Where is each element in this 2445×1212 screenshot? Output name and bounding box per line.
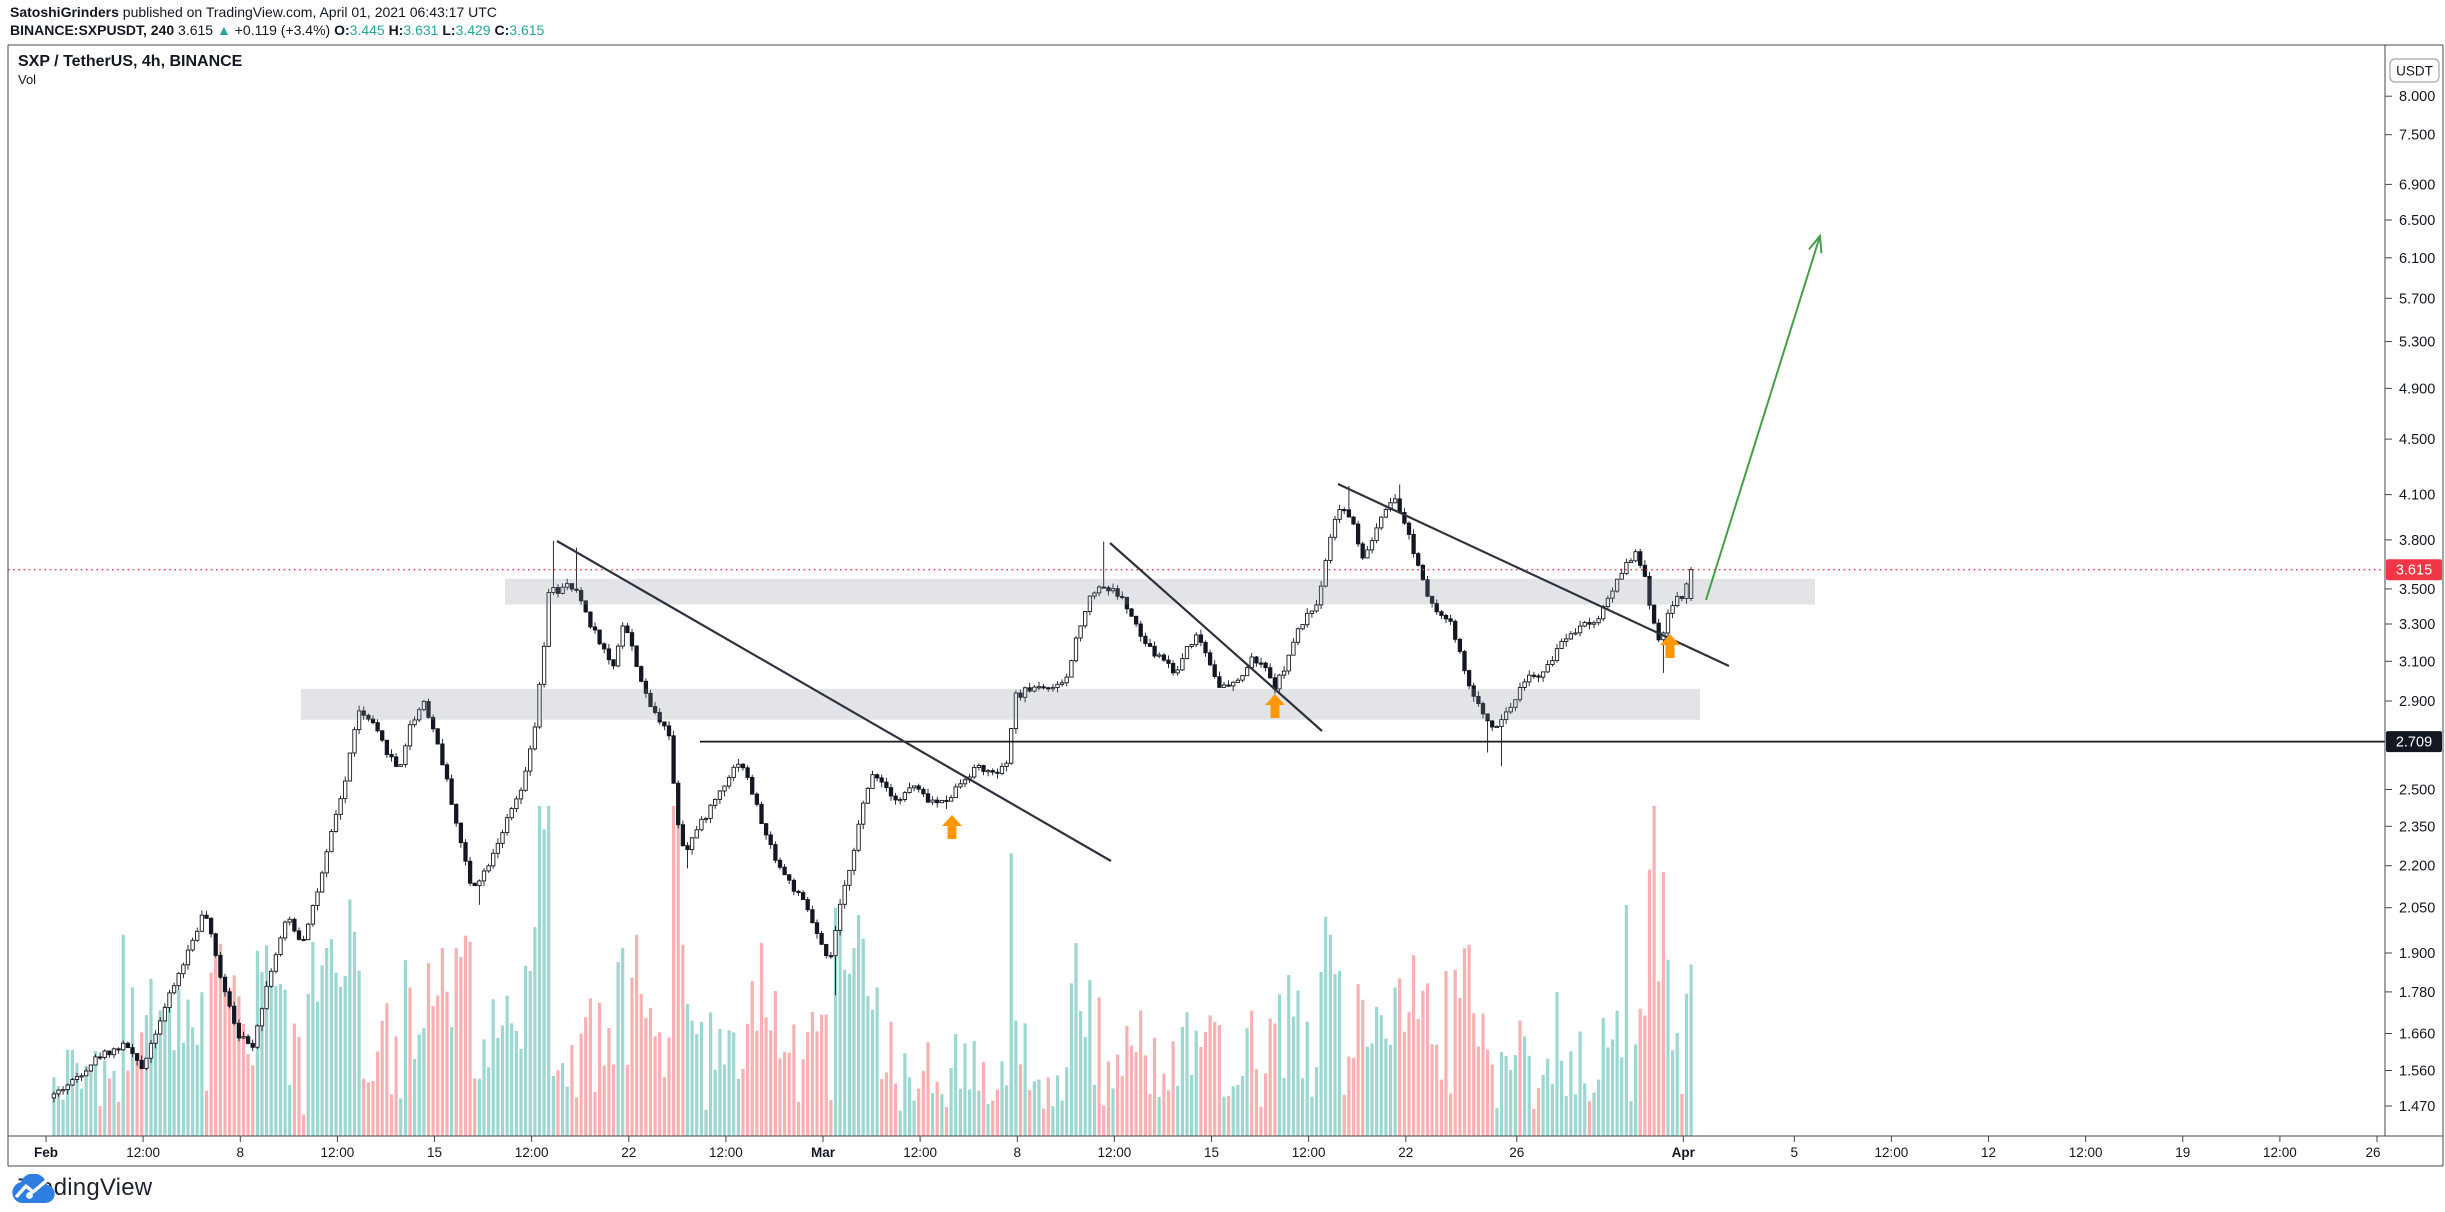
svg-text:12:00: 12:00 [1875,1145,1909,1160]
svg-text:22: 22 [1398,1145,1413,1160]
supply-zones[interactable] [301,578,1815,720]
publish-info: published on TradingView.com, April 01, … [118,4,497,20]
tradingview-brand[interactable]: TradingView [10,1174,152,1204]
high-label: H: [388,22,404,38]
svg-text:4.900: 4.900 [2399,381,2435,397]
publish-header: SatoshiGrinders published on TradingView… [10,4,497,21]
candlesticks [51,484,1694,1103]
svg-text:5.700: 5.700 [2399,291,2435,307]
up-arrow-icon: ▲ [216,22,231,38]
svg-text:15: 15 [427,1145,442,1160]
symbol-info-line: BINANCE:SXPUSDT, 240 3.615 ▲ +0.119 (+3.… [10,22,544,39]
svg-text:8: 8 [1014,1145,1022,1160]
svg-text:12:00: 12:00 [515,1145,549,1160]
price-axis[interactable]: 8.000 7.500 6.900 6.500 6.100 5.700 5.300 4.900… [2385,58,2442,1115]
svg-text:12:00: 12:00 [1098,1145,1132,1160]
svg-text:1.900: 1.900 [2399,946,2435,962]
arrow-up-marker-icon [1265,694,1285,718]
svg-text:8: 8 [237,1145,245,1160]
price-change: +0.119 (+3.4%) [234,22,331,38]
svg-text:3.100: 3.100 [2399,654,2435,670]
svg-text:4.500: 4.500 [2399,432,2435,448]
svg-text:22: 22 [621,1145,636,1160]
author-name: SatoshiGrinders [10,4,119,20]
high-value: 3.631 [403,22,439,38]
svg-text:2.050: 2.050 [2399,901,2435,917]
svg-text:2.500: 2.500 [2399,783,2435,799]
svg-text:12:00: 12:00 [321,1145,355,1160]
tradingview-logo-icon [12,1174,55,1204]
low-value: 3.429 [455,22,491,38]
svg-text:6.100: 6.100 [2399,251,2435,267]
open-label: O: [334,22,350,38]
svg-text:19: 19 [2175,1145,2190,1160]
symbol-name: BINANCE:SXPUSDT, 240 [10,22,175,38]
svg-text:1.560: 1.560 [2399,1064,2435,1080]
svg-text:2.200: 2.200 [2399,859,2435,875]
close-value: 3.615 [509,22,545,38]
svg-text:7.500: 7.500 [2399,128,2435,144]
svg-text:1.660: 1.660 [2399,1027,2435,1043]
low-label: L: [442,22,456,38]
svg-text:6.500: 6.500 [2399,213,2435,229]
svg-text:Apr: Apr [1672,1145,1696,1160]
projection-arrow[interactable] [1705,233,1823,601]
svg-text:3.800: 3.800 [2399,533,2435,549]
svg-text:1.780: 1.780 [2399,985,2435,1001]
legend-volume-indicator[interactable]: Vol [18,72,37,87]
svg-text:5.300: 5.300 [2399,335,2435,351]
svg-text:8.000: 8.000 [2399,89,2435,105]
legend-symbol-title[interactable]: SXP / TetherUS, 4h, BINANCE [18,53,243,70]
svg-text:Feb: Feb [34,1145,58,1160]
svg-text:Mar: Mar [811,1145,836,1160]
svg-text:12:00: 12:00 [126,1145,160,1160]
currency-badge: USDT [2396,64,2433,79]
svg-text:12:00: 12:00 [709,1145,743,1160]
open-value: 3.445 [349,22,385,38]
volume-bars [52,806,1693,1136]
svg-text:12:00: 12:00 [1292,1145,1326,1160]
svg-text:1.470: 1.470 [2399,1099,2435,1115]
horizontal-price-lines[interactable] [8,569,2385,743]
buy-signal-arrow-icons[interactable] [942,634,1680,839]
level-price-label: 2.709 [2396,735,2432,751]
svg-text:2.350: 2.350 [2399,819,2435,835]
descending-trendlines[interactable] [556,483,1730,862]
time-axis[interactable]: Feb 12:00 8 12:00 15 12:00 22 12:00 Mar 12:00 8 12:… [34,1136,2381,1160]
chart-frame [7,44,2444,1167]
svg-text:12:00: 12:00 [2069,1145,2103,1160]
svg-text:5: 5 [1791,1145,1799,1160]
svg-text:15: 15 [1204,1145,1219,1160]
svg-text:12: 12 [1981,1145,1996,1160]
svg-text:12:00: 12:00 [903,1145,937,1160]
svg-text:4.100: 4.100 [2399,488,2435,504]
arrow-up-marker-icon [942,815,962,839]
svg-text:2.900: 2.900 [2399,694,2435,710]
svg-text:3.500: 3.500 [2399,582,2435,598]
last-price: 3.615 [178,22,214,38]
svg-text:26: 26 [1509,1145,1524,1160]
current-price-label: 3.615 [2396,563,2432,579]
close-label: C: [494,22,510,38]
svg-text:26: 26 [2365,1145,2380,1160]
svg-text:6.900: 6.900 [2399,177,2435,193]
svg-text:3.300: 3.300 [2399,617,2435,633]
chart-legend: SXP / TetherUS, 4h, BINANCE Vol [18,52,242,88]
arrow-up-marker-icon [1660,634,1680,658]
svg-text:12:00: 12:00 [2263,1145,2297,1160]
